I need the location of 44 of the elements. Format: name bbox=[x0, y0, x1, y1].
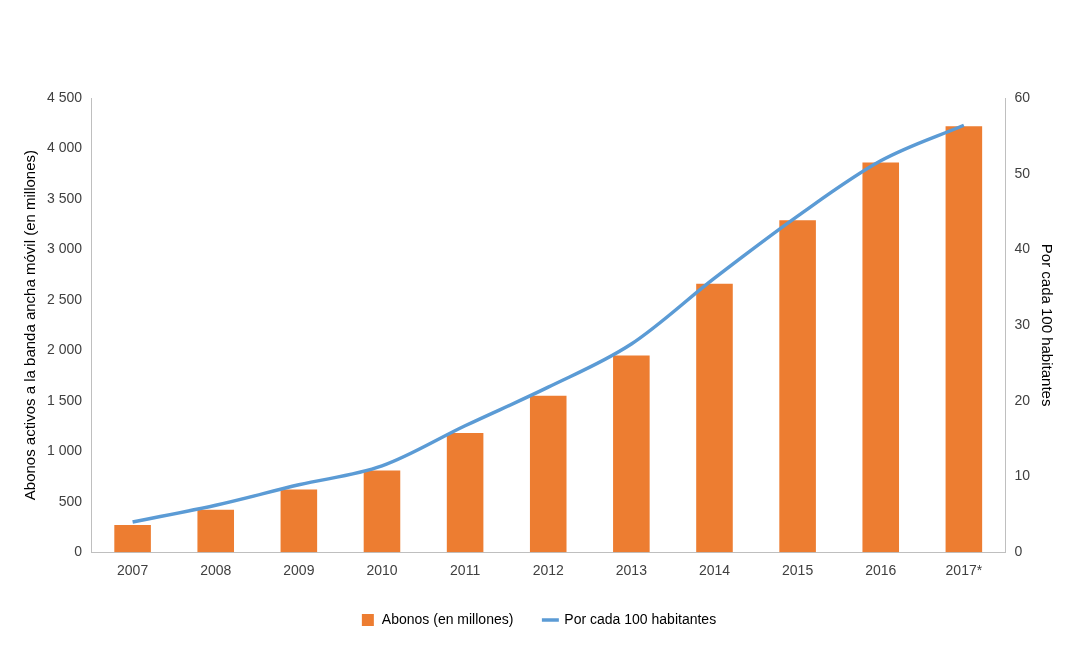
bar bbox=[280, 489, 318, 553]
y2-tick-label: 60 bbox=[1014, 88, 1031, 105]
y2-tick-label: 20 bbox=[1014, 391, 1031, 408]
y-tick-label: 4 000 bbox=[46, 139, 83, 156]
y-tick-label: 2 500 bbox=[46, 290, 83, 307]
bar bbox=[613, 355, 650, 553]
y2-tick-label: 10 bbox=[1014, 467, 1031, 484]
y-tick-label: 1 500 bbox=[46, 391, 83, 408]
y-tick-label: 3 500 bbox=[46, 189, 83, 206]
bar bbox=[197, 509, 235, 553]
x-tick-label: 2012 bbox=[532, 562, 565, 579]
x-tick-label: 2008 bbox=[200, 562, 232, 579]
y2-tick-label: 40 bbox=[1014, 240, 1031, 257]
line-series bbox=[130, 123, 966, 524]
bar bbox=[363, 470, 401, 553]
y-tick-label: 0 bbox=[74, 543, 83, 560]
bar bbox=[446, 433, 484, 553]
x-tick-label: 2015 bbox=[782, 562, 814, 579]
bar bbox=[779, 220, 816, 553]
y-tick-label: 2 000 bbox=[46, 341, 83, 358]
legend-label: Abonos (en millones) bbox=[381, 610, 514, 627]
x-tick-label: 2011 bbox=[450, 562, 481, 579]
x-tick-label: 2014 bbox=[698, 562, 731, 579]
y2-tick-label: 30 bbox=[1014, 315, 1031, 332]
y2-axis-title: Por cada 100 habitantes bbox=[1038, 243, 1056, 407]
y-tick-label: 500 bbox=[58, 492, 83, 509]
y-axis-title: Abonos activos a la banda ancha móvil (en millones) bbox=[21, 150, 39, 501]
legend-label: Por cada 100 habitantes bbox=[564, 610, 717, 627]
y2-tick-label: 50 bbox=[1014, 164, 1031, 181]
y-tick-label: 3 000 bbox=[46, 240, 83, 257]
bar bbox=[862, 162, 900, 553]
y2-tick-label: 0 bbox=[1014, 543, 1023, 560]
bar bbox=[945, 126, 983, 553]
x-tick-label: 2013 bbox=[615, 562, 648, 579]
bar bbox=[529, 395, 567, 553]
y-tick-label: 4 500 bbox=[46, 88, 83, 105]
y-tick-label: 1 000 bbox=[46, 442, 83, 459]
x-tick-label: 2009 bbox=[283, 562, 315, 579]
x-tick-label: 2010 bbox=[366, 562, 398, 579]
x-tick-label: 2016 bbox=[865, 562, 897, 579]
bar bbox=[696, 283, 733, 553]
x-tick-label: 2017* bbox=[945, 562, 983, 579]
x-tick-label: 2007 bbox=[117, 562, 149, 579]
bar bbox=[114, 524, 151, 553]
